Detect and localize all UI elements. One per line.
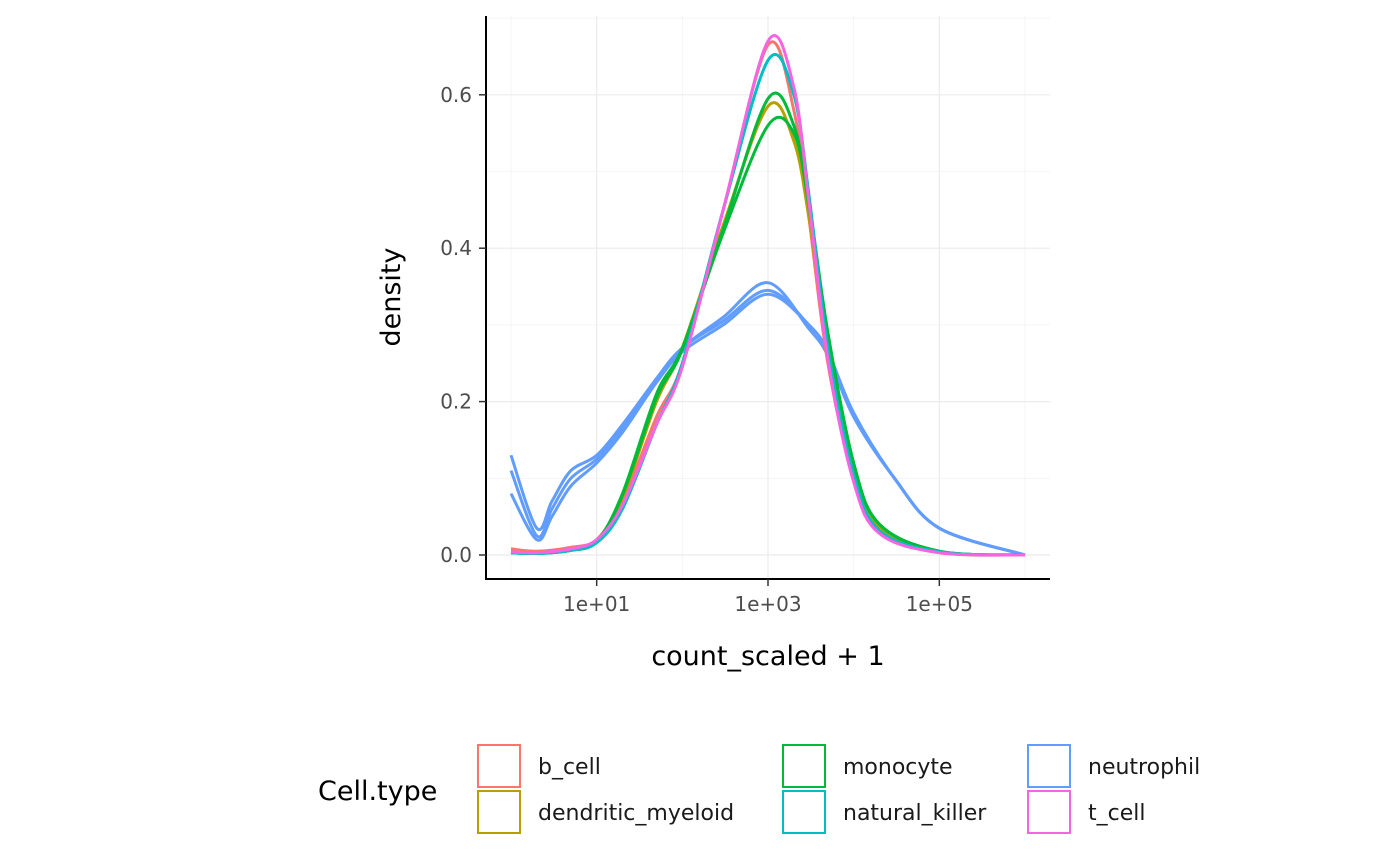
x-axis-title: count_scaled + 1 bbox=[651, 641, 884, 672]
legend-label-t_cell: t_cell bbox=[1088, 801, 1145, 826]
y-tick-label: 0.0 bbox=[440, 543, 472, 567]
series-lines bbox=[509, 33, 1026, 557]
y-axis-title: density bbox=[376, 247, 407, 346]
legend: b_cell dendritic_myeloid monocyte natural_k… bbox=[477, 744, 1200, 834]
legend-key-natural_killer bbox=[782, 790, 826, 834]
legend-key-monocyte bbox=[782, 744, 826, 788]
x-tick-label: 1e+01 bbox=[563, 592, 630, 616]
legend-label-monocyte: monocyte bbox=[843, 755, 953, 780]
legend-key-neutrophil bbox=[1027, 744, 1071, 788]
legend-label-natural_killer: natural_killer bbox=[843, 801, 987, 826]
legend-key-t_cell bbox=[1027, 790, 1071, 834]
legend-title: Cell.type bbox=[318, 776, 437, 807]
legend-label-neutrophil: neutrophil bbox=[1088, 755, 1200, 780]
y-ticks: 0.0 0.2 0.4 0.6 bbox=[440, 83, 486, 567]
density-line-t_cell bbox=[510, 33, 1026, 557]
legend-label-b_cell: b_cell bbox=[538, 755, 601, 780]
legend-label-dendritic_myeloid: dendritic_myeloid bbox=[538, 801, 734, 826]
x-tick-label: 1e+05 bbox=[906, 592, 973, 616]
y-tick-label: 0.4 bbox=[440, 236, 472, 260]
legend-key-b_cell bbox=[477, 744, 521, 788]
x-tick-label: 1e+03 bbox=[734, 592, 801, 616]
grid bbox=[486, 16, 1050, 579]
y-tick-label: 0.6 bbox=[440, 83, 472, 107]
density-line-neutrophil bbox=[509, 292, 1026, 557]
density-line-natural_killer bbox=[510, 52, 1026, 557]
x-ticks: 1e+01 1e+03 1e+05 bbox=[563, 579, 973, 616]
legend-key-dendritic_myeloid bbox=[477, 790, 521, 834]
y-tick-label: 0.2 bbox=[440, 390, 472, 414]
